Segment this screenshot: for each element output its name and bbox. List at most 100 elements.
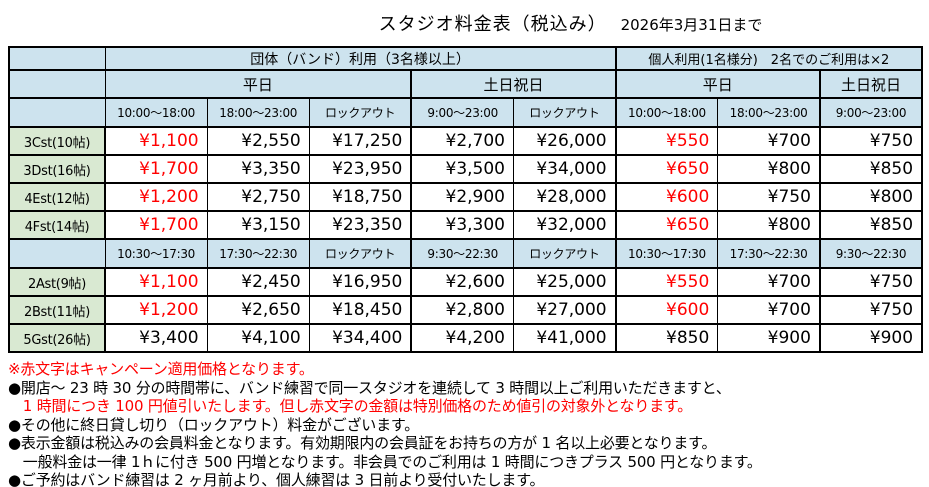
price-cell: ¥18,750 <box>308 182 412 212</box>
note-discount-1: ●開店～ 23 時 30 分の時間帯に、バンド練習で同一スタジオを連続して 3 … <box>8 378 731 397</box>
time-header: 17:30～22:30 <box>717 238 821 269</box>
day-header-band-weekend: 土日祝日 <box>410 69 617 99</box>
studio-name: 3Cst(10帖) <box>8 126 106 156</box>
price-cell: ¥28,000 <box>512 182 617 212</box>
price-cell: ¥23,350 <box>308 210 412 240</box>
price-cell: ¥800 <box>717 154 821 184</box>
studio-name: 2Ast(9帖) <box>8 267 106 297</box>
price-cell: ¥3,300 <box>410 210 515 240</box>
time-header-row-lower: 10:30～17:30 17:30～22:30 ロックアウト 9:30～22:3… <box>8 238 923 269</box>
time-header: 17:30～22:30 <box>206 238 310 269</box>
studio-name: 2Bst(11帖) <box>8 295 106 325</box>
price-cell: ¥750 <box>818 295 923 325</box>
price-cell: ¥600 <box>614 182 719 212</box>
table-row: 2Ast(9帖) ¥1,100 ¥2,450 ¥16,950 ¥2,600 ¥2… <box>8 267 923 297</box>
price-cell: ¥34,000 <box>512 154 617 184</box>
table-row: 4Est(12帖) ¥1,200 ¥2,750 ¥18,750 ¥2,900 ¥… <box>8 182 923 212</box>
corner-cell <box>8 69 106 99</box>
price-cell: ¥1,100 <box>104 267 208 297</box>
price-cell: ¥41,000 <box>512 323 617 353</box>
price-cell: ¥700 <box>717 267 821 297</box>
note-discount-2: 1 時間につき 100 円値引いたします。但し赤文字の金額は特別価格のため値引の… <box>8 397 693 415</box>
price-cell: ¥1,700 <box>104 210 208 240</box>
group-header-personal: 個人利用(1名様分) 2名でのご利用は×2 <box>614 46 923 71</box>
studio-name: 4Fst(14帖) <box>8 210 106 240</box>
table-row: 3Cst(10帖) ¥1,100 ¥2,550 ¥17,250 ¥2,700 ¥… <box>8 126 923 156</box>
price-cell: ¥850 <box>818 154 923 184</box>
price-cell: ¥2,800 <box>410 295 515 325</box>
price-cell: ¥26,000 <box>512 126 617 156</box>
price-cell: ¥16,950 <box>308 267 412 297</box>
price-cell: ¥600 <box>614 295 719 325</box>
day-header-personal-weekend: 土日祝日 <box>818 69 923 99</box>
time-header-lockout: ロックアウト <box>512 97 617 128</box>
price-cell: ¥2,650 <box>206 295 310 325</box>
note-lockout: ●その他に終日貸し切り（ロックアウト）料金がございます。 <box>8 415 419 434</box>
price-cell: ¥800 <box>717 210 821 240</box>
table-row: 4Fst(14帖) ¥1,700 ¥3,150 ¥23,350 ¥3,300 ¥… <box>8 210 923 240</box>
notes: ※赤文字はキャンペーン適用価格となります。 ●開店～ 23 時 30 分の時間帯… <box>8 360 921 487</box>
price-cell: ¥800 <box>818 182 923 212</box>
price-cell: ¥2,700 <box>410 126 515 156</box>
price-cell: ¥750 <box>717 182 821 212</box>
note-member-1: ●表示金額は税込みの会員料金となります。有効期限内の会員証をお持ちの方が 1 名… <box>8 434 717 452</box>
table-row: 3Dst(16帖) ¥1,700 ¥3,350 ¥23,950 ¥3,500 ¥… <box>8 154 923 184</box>
price-cell: ¥18,450 <box>308 295 412 325</box>
price-cell: ¥650 <box>614 210 719 240</box>
price-cell: ¥3,350 <box>206 154 310 184</box>
price-cell: ¥2,550 <box>206 126 310 156</box>
studio-name: 4Est(12帖) <box>8 182 106 212</box>
price-cell: ¥3,500 <box>410 154 515 184</box>
time-header: 10:30～17:30 <box>104 238 208 269</box>
price-cell: ¥17,250 <box>308 126 412 156</box>
price-cell: ¥2,750 <box>206 182 310 212</box>
price-cell: ¥27,000 <box>512 295 617 325</box>
price-cell: ¥550 <box>614 126 719 156</box>
time-header-row-upper: 10:00～18:00 18:00～23:00 ロックアウト 9:00～23:0… <box>8 97 923 128</box>
price-cell: ¥650 <box>614 154 719 184</box>
studio-name: 5Gst(26帖) <box>8 323 106 353</box>
day-header-personal-weekday: 平日 <box>614 69 821 99</box>
price-cell: ¥850 <box>818 210 923 240</box>
price-cell: ¥4,100 <box>206 323 310 353</box>
time-header: 10:00～18:00 <box>104 97 208 128</box>
price-cell: ¥3,400 <box>104 323 208 353</box>
price-cell: ¥750 <box>818 267 923 297</box>
day-header-row: 平日 土日祝日 平日 土日祝日 <box>8 69 923 99</box>
time-header: 18:00～23:00 <box>206 97 310 128</box>
studio-name: 3Dst(16帖) <box>8 154 106 184</box>
price-cell: ¥900 <box>818 323 923 353</box>
time-header: 10:30～17:30 <box>614 238 719 269</box>
price-cell: ¥850 <box>614 323 719 353</box>
price-cell: ¥34,400 <box>308 323 412 353</box>
price-cell: ¥2,900 <box>410 182 515 212</box>
price-cell: ¥550 <box>614 267 719 297</box>
page-title: スタジオ料金表（税込み） 2026年3月31日まで <box>8 10 921 36</box>
price-cell: ¥1,200 <box>104 182 208 212</box>
price-cell: ¥32,000 <box>512 210 617 240</box>
price-cell: ¥900 <box>717 323 821 353</box>
note-campaign: ※赤文字はキャンペーン適用価格となります。 <box>8 360 314 378</box>
title-period: 2026年3月31日まで <box>620 16 763 34</box>
price-table: 団体（バンド）利用（3名様以上） 個人利用(1名様分) 2名でのご利用は×2 平… <box>8 46 924 353</box>
table-row: 2Bst(11帖) ¥1,200 ¥2,650 ¥18,450 ¥2,800 ¥… <box>8 295 923 325</box>
time-header-lockout: ロックアウト <box>308 97 412 128</box>
group-header-row: 団体（バンド）利用（3名様以上） 個人利用(1名様分) 2名でのご利用は×2 <box>8 46 923 71</box>
price-cell: ¥2,600 <box>410 267 515 297</box>
price-cell: ¥3,150 <box>206 210 310 240</box>
group-header-band: 団体（バンド）利用（3名様以上） <box>104 46 617 71</box>
price-cell: ¥4,200 <box>410 323 515 353</box>
corner-cell <box>8 46 106 71</box>
corner-cell <box>8 97 106 128</box>
title-text: スタジオ料金表（税込み） <box>378 14 607 35</box>
time-header-lockout: ロックアウト <box>308 238 412 269</box>
time-header: 18:00～23:00 <box>717 97 821 128</box>
note-reservation: ●ご予約はバンド練習は 2 ヶ月前より、個人練習は 3 日前より受付いたします。 <box>8 471 545 487</box>
time-header: 9:30～22:30 <box>818 238 923 269</box>
price-cell: ¥700 <box>717 126 821 156</box>
time-header: 9:00～23:00 <box>410 97 515 128</box>
price-cell: ¥1,200 <box>104 295 208 325</box>
price-cell: ¥2,450 <box>206 267 310 297</box>
corner-cell <box>8 238 106 269</box>
